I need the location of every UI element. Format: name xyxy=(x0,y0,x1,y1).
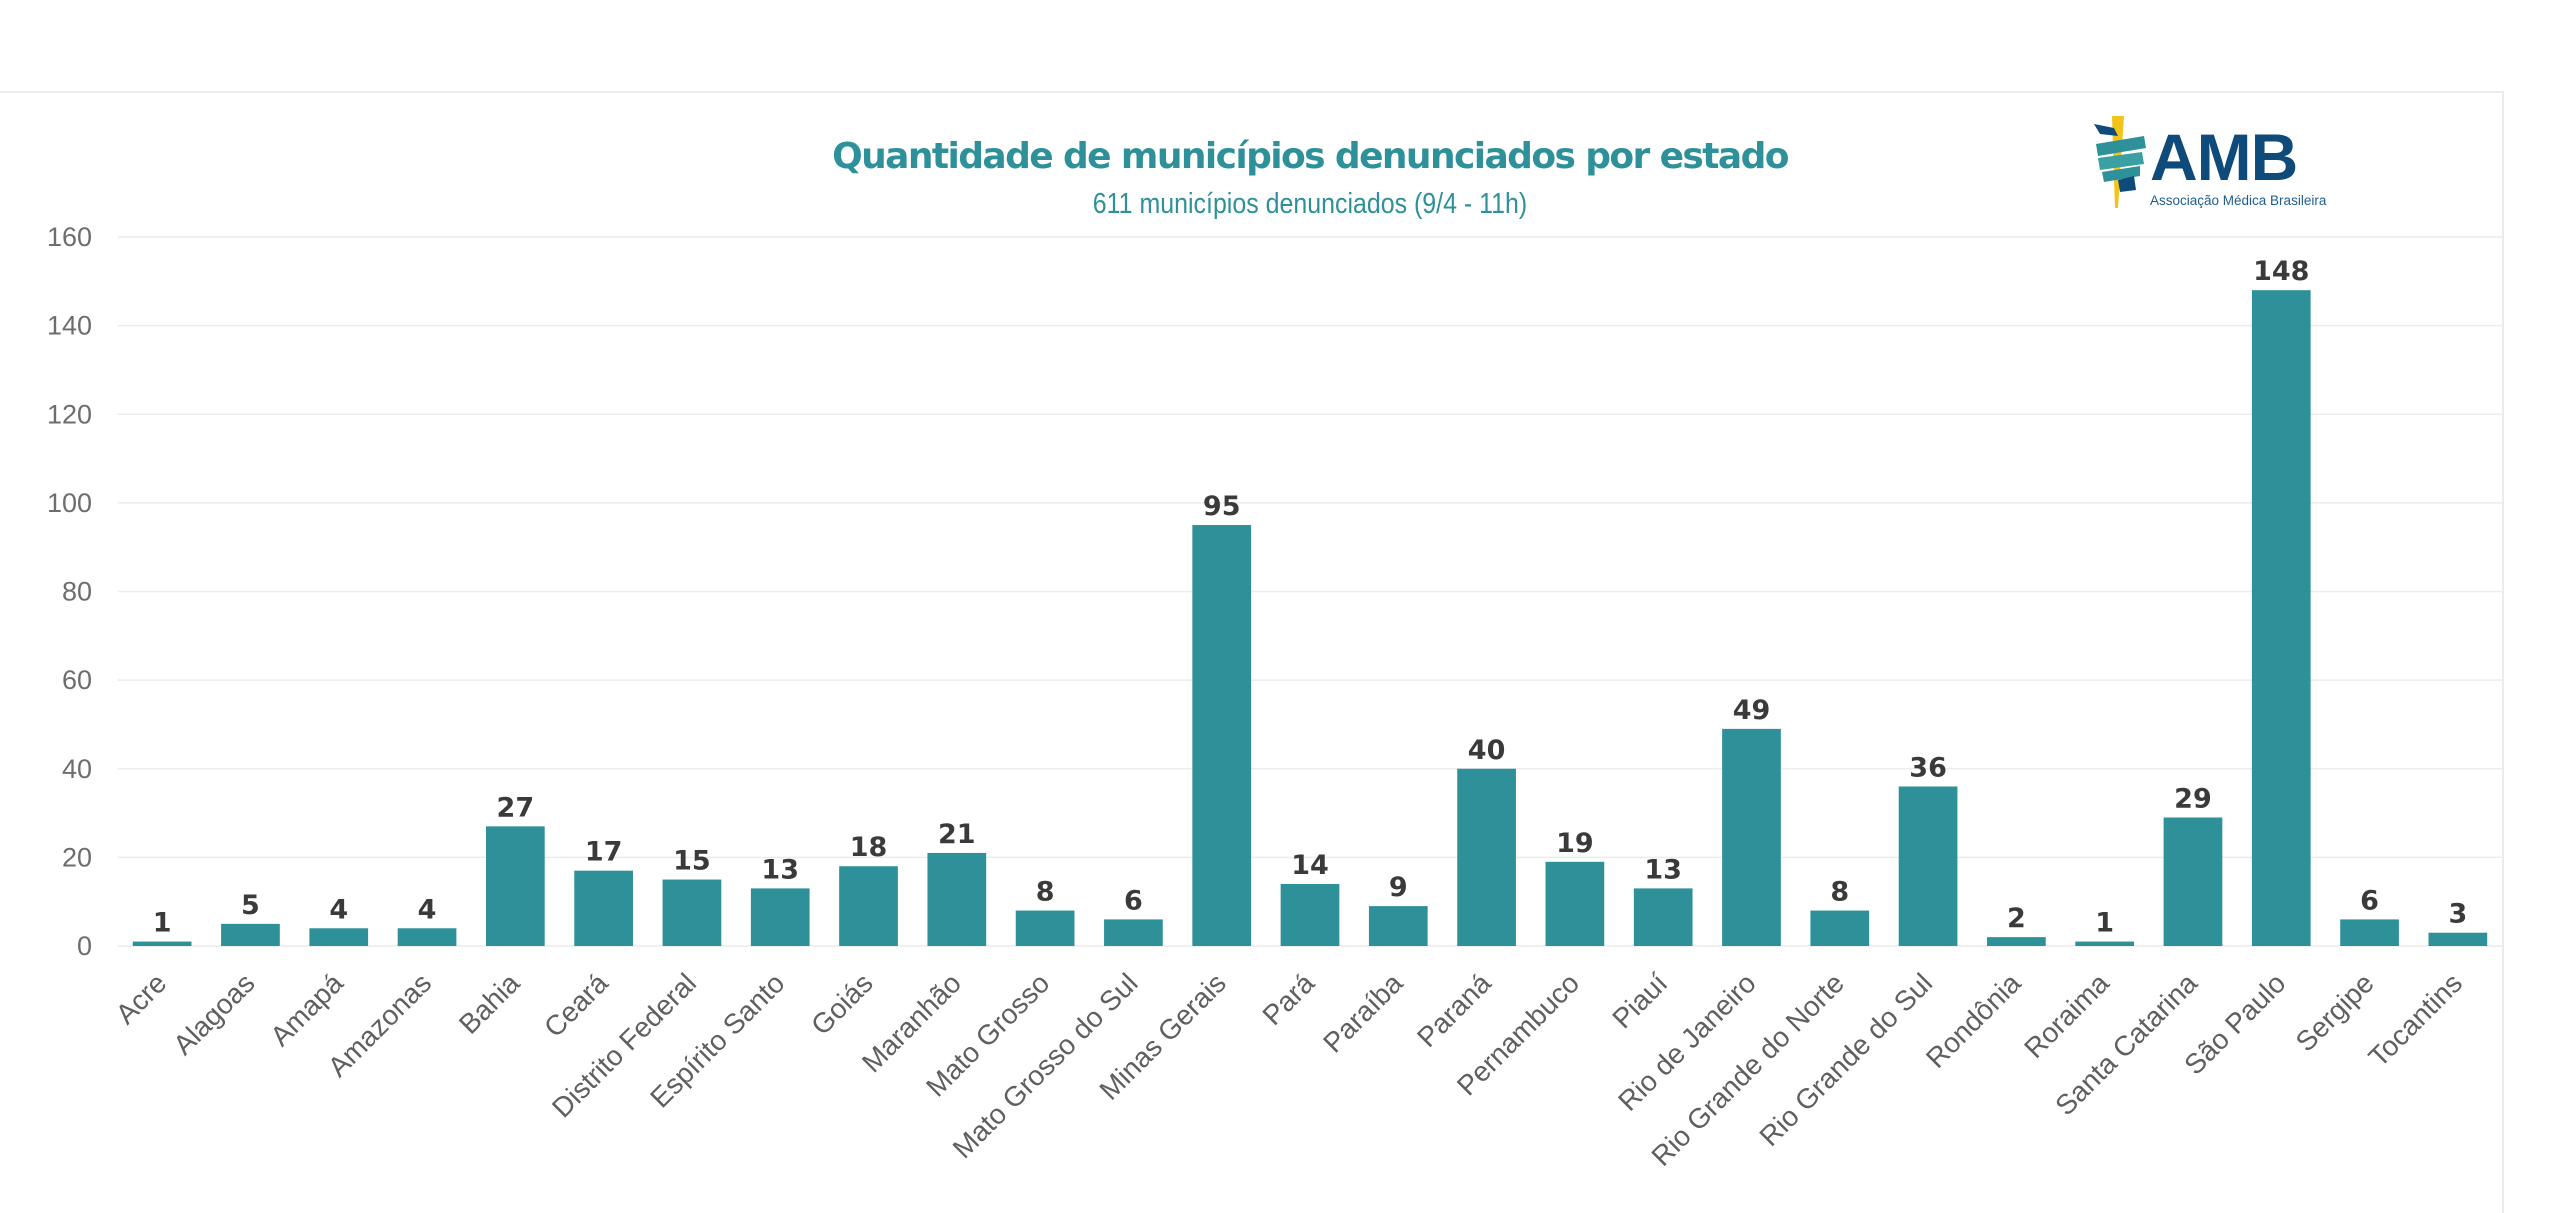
bar xyxy=(662,879,722,946)
data-label: 6 xyxy=(1124,885,1143,916)
bar xyxy=(1280,883,1340,946)
x-tick-label: Tocantins xyxy=(2363,967,2469,1073)
data-label: 29 xyxy=(2174,783,2212,814)
data-label: 13 xyxy=(1644,854,1682,885)
bar xyxy=(2075,941,2135,946)
x-tick-label: Rio Grande do Sul xyxy=(1754,967,1939,1152)
bar xyxy=(927,852,987,946)
bar xyxy=(2163,817,2223,946)
y-tick-label: 160 xyxy=(47,222,92,252)
data-label: 1 xyxy=(153,908,172,939)
chart-card xyxy=(0,91,2504,1213)
data-label: 2 xyxy=(2007,903,2026,934)
bar xyxy=(1722,728,1781,946)
bar xyxy=(397,928,457,946)
y-tick-label: 40 xyxy=(62,754,92,784)
x-tick-label: Amapá xyxy=(264,967,349,1052)
x-tick-label: Piauí xyxy=(1606,967,1673,1034)
data-label: 9 xyxy=(1389,872,1408,903)
caduceus-icon xyxy=(2094,116,2146,208)
bar xyxy=(1192,525,1252,946)
y-tick-label: 120 xyxy=(47,399,92,429)
bar xyxy=(1898,786,1958,946)
data-label: 49 xyxy=(1733,695,1771,726)
chart-title: Quantidade de municípios denunciados por… xyxy=(832,136,1789,177)
bar xyxy=(1545,861,1605,946)
logo-wordmark: AMB xyxy=(2150,120,2298,194)
data-label: 3 xyxy=(2448,899,2467,930)
data-label: 36 xyxy=(1909,752,1947,783)
y-tick-label: 20 xyxy=(62,842,92,872)
bar xyxy=(1457,768,1516,946)
bar xyxy=(2251,290,2311,946)
bar xyxy=(750,888,810,946)
bar xyxy=(485,826,545,946)
x-tick-label: Paraná xyxy=(1411,967,1497,1053)
data-label: 6 xyxy=(2360,885,2379,916)
bar xyxy=(1104,919,1163,946)
data-label: 13 xyxy=(761,854,799,885)
data-label: 27 xyxy=(497,792,535,823)
bar xyxy=(221,923,280,946)
y-tick-label: 80 xyxy=(62,577,92,607)
bar xyxy=(2428,932,2488,946)
data-label: 40 xyxy=(1468,735,1506,766)
data-label: 1 xyxy=(2095,908,2114,939)
x-tick-label: Sergipe xyxy=(2290,967,2380,1057)
bar xyxy=(574,870,633,946)
gridlines xyxy=(118,236,2502,947)
bar xyxy=(839,866,898,946)
x-tick-label: Pará xyxy=(1256,967,1320,1031)
x-tick-label: Goiás xyxy=(805,967,879,1041)
bar xyxy=(1015,910,1075,946)
data-label: 148 xyxy=(2253,256,2309,287)
y-tick-label: 0 xyxy=(77,931,92,961)
bar xyxy=(132,941,192,946)
data-label: 4 xyxy=(418,894,437,925)
data-label: 17 xyxy=(585,837,623,868)
bar xyxy=(1633,888,1693,946)
bar xyxy=(309,928,369,946)
x-tick-label: Acre xyxy=(110,967,173,1030)
y-tick-label: 60 xyxy=(62,665,92,695)
y-axis: 0 20 40 60 80 100 120 140 160 xyxy=(47,222,92,961)
bar xyxy=(1368,906,1428,946)
chart-subtitle: 611 municípios denunciados (9/4 - 11h) xyxy=(1092,188,1528,220)
data-label: 4 xyxy=(329,894,348,925)
x-tick-label: Bahia xyxy=(453,967,526,1040)
bar xyxy=(2340,919,2399,946)
amb-logo: AMB Associação Médica Brasileira xyxy=(2088,114,2348,210)
x-tick-label: Alagoas xyxy=(167,967,260,1060)
data-label: 8 xyxy=(1830,877,1849,908)
x-tick-label: Ceará xyxy=(538,967,614,1043)
data-label: 21 xyxy=(938,819,976,850)
bar xyxy=(1987,937,2046,946)
data-label: 14 xyxy=(1291,850,1329,881)
logo-tagline: Associação Médica Brasileira xyxy=(2150,193,2327,208)
bar xyxy=(1810,910,1870,946)
data-label: 18 xyxy=(850,832,888,863)
y-tick-label: 100 xyxy=(47,488,92,518)
x-tick-label: Rondônia xyxy=(1920,967,2027,1074)
y-tick-label: 140 xyxy=(47,311,92,341)
data-label: 95 xyxy=(1203,491,1241,522)
data-label: 8 xyxy=(1036,877,1055,908)
x-tick-label: Paraíba xyxy=(1317,967,1409,1059)
data-label: 15 xyxy=(673,846,711,877)
bars xyxy=(132,290,2488,946)
data-label: 19 xyxy=(1556,828,1594,859)
data-label: 5 xyxy=(241,890,260,921)
